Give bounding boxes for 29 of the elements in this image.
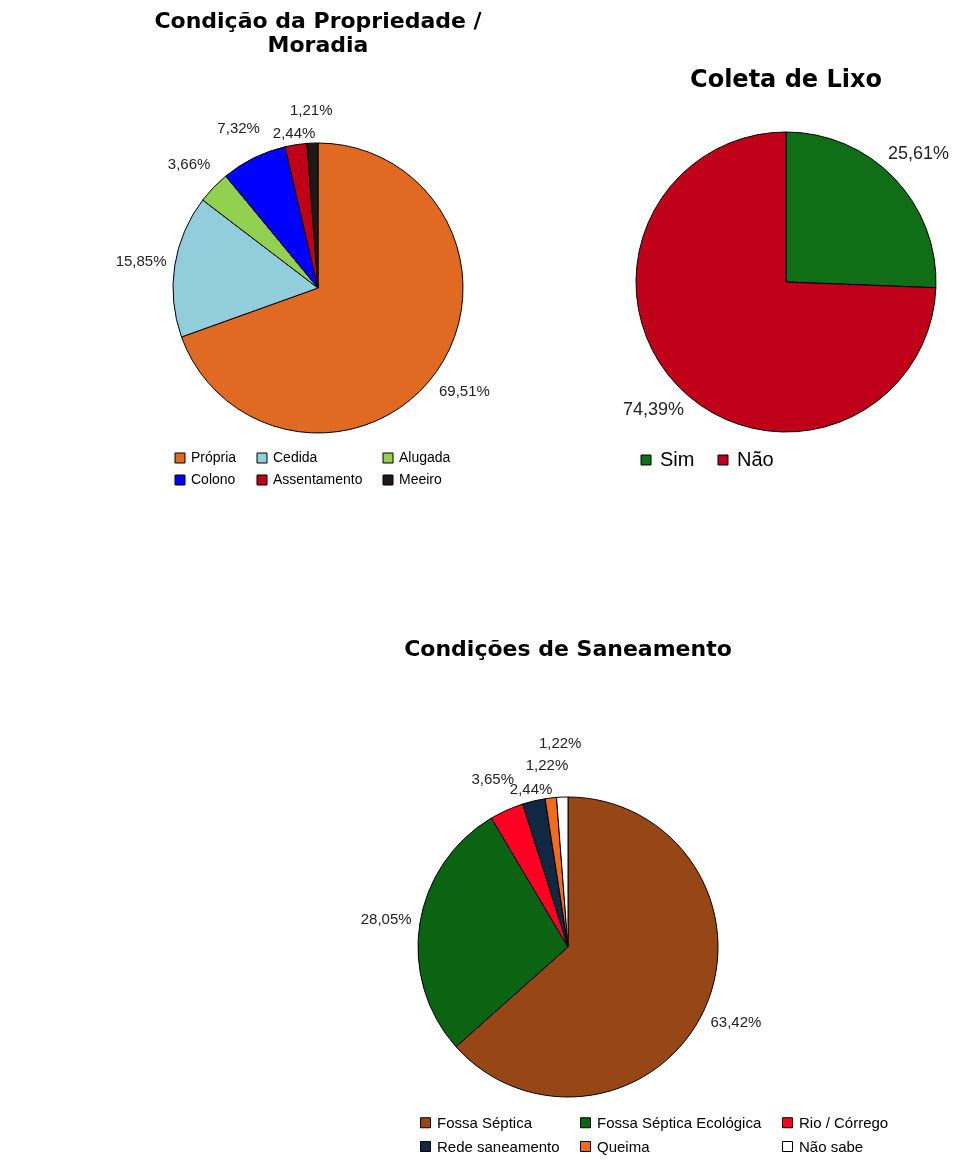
chart-title: Coleta de Lixo xyxy=(690,65,882,93)
legend-label: Fossa Séptica Ecológica xyxy=(597,1113,762,1131)
legend-label: Rede saneamento xyxy=(437,1137,560,1155)
data-label: 1,22% xyxy=(525,756,569,774)
legend-label: Alugada xyxy=(399,449,451,465)
legend-label: Não sabe xyxy=(799,1137,864,1155)
legend-label: Meeiro xyxy=(399,471,443,487)
data-label: 74,39% xyxy=(622,398,684,419)
data-label: 15,85% xyxy=(115,251,167,269)
data-label: 69,51% xyxy=(438,382,490,399)
legend-label: Rio / Córrego xyxy=(799,1113,889,1131)
chart-title: Condição da Propriedade / Moradia xyxy=(154,8,483,58)
data-label: 2,44% xyxy=(272,123,316,141)
data-label: 25,61% xyxy=(888,143,950,164)
legend-label: Colono xyxy=(191,471,236,487)
legend-label: Própria xyxy=(191,449,237,465)
data-label: 1,21% xyxy=(289,101,333,119)
legend-label: Fossa Séptica xyxy=(437,1113,533,1131)
chart-title: Condições de Saneamento xyxy=(404,636,732,662)
legend-label: Sim xyxy=(660,448,695,470)
legend-label: Queima xyxy=(597,1137,651,1155)
legend-label: Assentamento xyxy=(273,471,363,487)
legend-label: Não xyxy=(737,448,774,470)
data-label: 63,42% xyxy=(710,1013,762,1031)
data-label: 28,05% xyxy=(360,909,412,927)
legend-label: Cedida xyxy=(273,449,318,465)
data-label: 1,22% xyxy=(538,734,582,752)
data-label: 7,32% xyxy=(217,118,260,136)
data-label: 3,66% xyxy=(167,154,211,172)
